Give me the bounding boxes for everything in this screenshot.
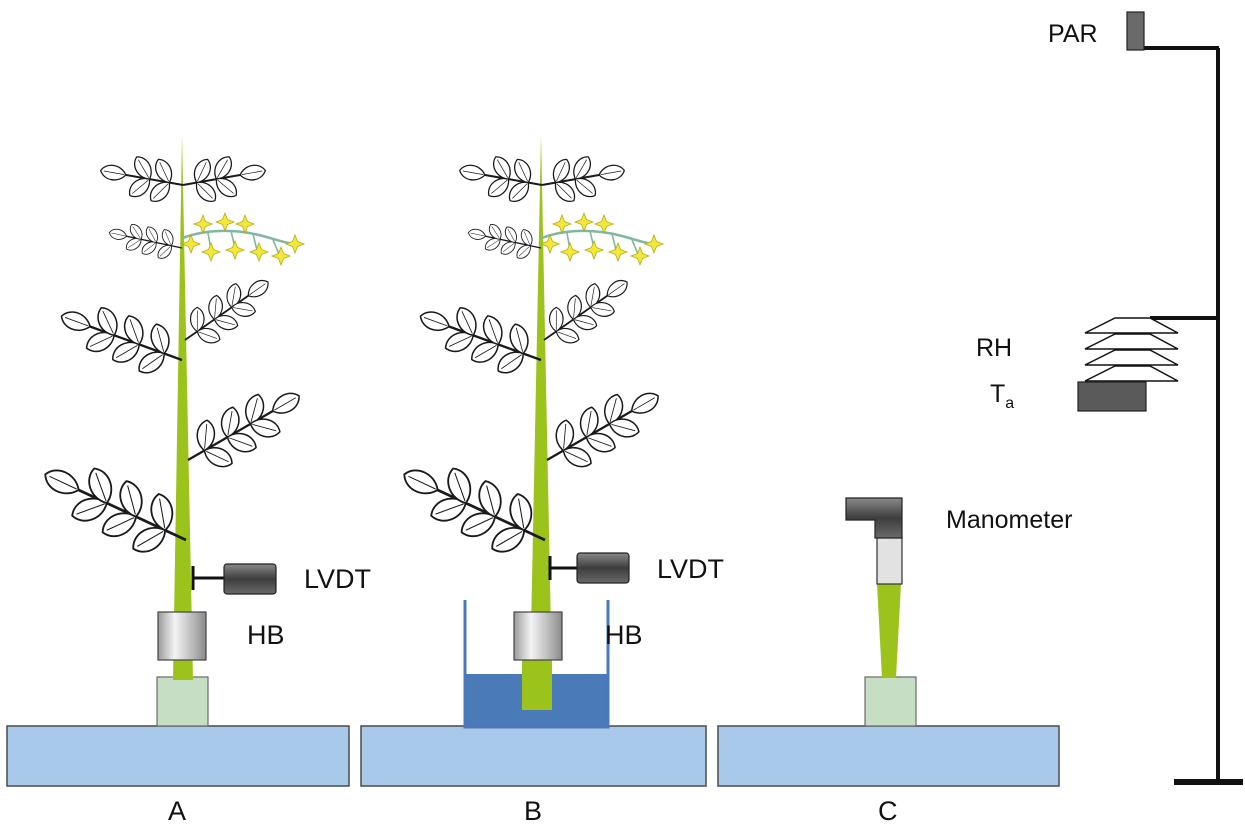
rh-ta-sensor [1077,381,1147,412]
panel-label-c: C [878,796,898,825]
heat-band-a [157,611,207,661]
lvdt-sensor-a [223,563,277,595]
bench-a [6,725,350,787]
lvdt-sensor-b [576,552,630,584]
par-label: PAR [1048,20,1098,48]
ta-label-main: T [990,380,1005,408]
plant-a-leaves [30,146,314,573]
par-sensor [1126,11,1145,51]
stem-b [530,135,552,680]
hb-label-b: HB [605,620,643,650]
rh-label: RH [976,334,1012,362]
pot-c [864,676,917,727]
panel-label-a: A [168,796,186,825]
pot-a [156,676,209,727]
ta-label-sub: a [1005,395,1014,412]
plant-b-leaves [389,146,673,573]
manometer-seal-c [876,535,903,585]
stem-submerged-b [522,660,552,710]
stem-stump-c [877,584,901,678]
stem-a [173,135,193,680]
panel-a: LVDT HB A [6,135,371,825]
manometer-body-c [845,497,903,539]
bench-b [360,725,707,787]
weather-mast: PAR RH Ta [976,11,1243,785]
water-tank-b [463,600,610,729]
lvdt-label-b: LVDT [657,554,724,584]
manometer-label: Manometer [946,506,1072,534]
lvdt-label-a: LVDT [304,564,371,594]
hb-label-a: HB [247,620,285,650]
radiation-shield [1084,317,1179,382]
panel-c: Manometer C [717,497,1072,825]
panel-b: LVDT HB B [360,135,724,825]
heat-band-b [513,611,563,661]
panel-label-b: B [524,796,542,825]
ta-label: Ta [990,380,1014,412]
bench-c [717,725,1060,787]
